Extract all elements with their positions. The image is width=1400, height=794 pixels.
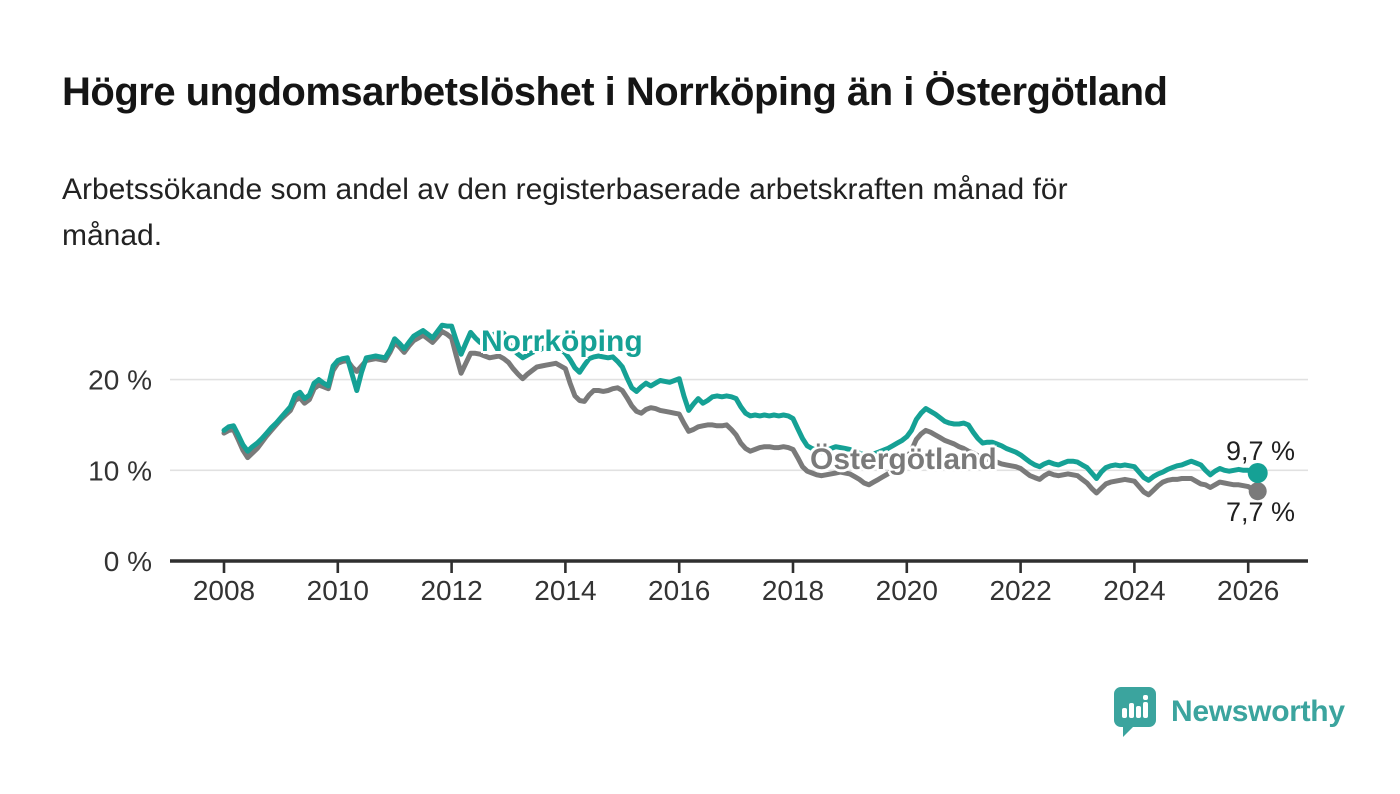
- x-axis-tick-label: 2024: [1103, 575, 1165, 606]
- norrkoping-series-label: Norrköping: [481, 325, 643, 358]
- y-axis-tick-label: 0 %: [104, 546, 152, 577]
- y-axis-labels: 0 % 10 % 20 %: [88, 365, 152, 577]
- series-lines: [221, 322, 1261, 498]
- norrkoping-end-dot: [1247, 463, 1268, 483]
- norrkoping-line: [221, 322, 1261, 483]
- x-axis-tick-label: 2012: [420, 575, 482, 606]
- x-axis-tick-label: 2016: [648, 575, 710, 606]
- ostergotland-series-label: Östergötland: [810, 443, 997, 476]
- subtitle-line-2: månad.: [62, 219, 163, 252]
- brand-name: Newsworthy: [1171, 695, 1345, 728]
- chart-title: Högre ungdomsarbetslöshet i Norrköping ä…: [62, 70, 1168, 114]
- x-axis-tick-labels: 2008 2010 2012 2014 2016 2018 2020 2022 2024 2026: [193, 575, 1279, 606]
- x-axis-tick-label: 2022: [989, 575, 1051, 606]
- x-axis-tick-label: 2010: [307, 575, 369, 606]
- x-axis-tick-label: 2020: [876, 575, 938, 606]
- speech-bubble-bar-chart-icon: [1114, 687, 1156, 737]
- x-axis-tick-label: 2026: [1217, 575, 1279, 606]
- ostergotland-end-dot: [1248, 482, 1267, 501]
- x-axis-tick-label: 2014: [534, 575, 596, 606]
- x-axis-tick-label: 2018: [762, 575, 824, 606]
- ostergotland-line: [221, 329, 1261, 498]
- ostergotland-value-label: 7,7 %: [1226, 497, 1296, 527]
- norrkoping-value-label: 9,7 %: [1226, 436, 1296, 466]
- y-axis-tick-label: 10 %: [88, 455, 152, 486]
- subtitle-line-1: Arbetssökande som andel av den registerb…: [62, 173, 1068, 206]
- x-axis-ticks: [222, 562, 1250, 573]
- chart-subtitle: Arbetssökande som andel av den registerb…: [62, 167, 1068, 259]
- newsworthy-logo: Newsworthy: [1113, 686, 1345, 738]
- gridlines: [170, 378, 1308, 472]
- x-axis-tick-label: 2008: [193, 575, 255, 606]
- y-axis-tick-label: 20 %: [88, 365, 152, 396]
